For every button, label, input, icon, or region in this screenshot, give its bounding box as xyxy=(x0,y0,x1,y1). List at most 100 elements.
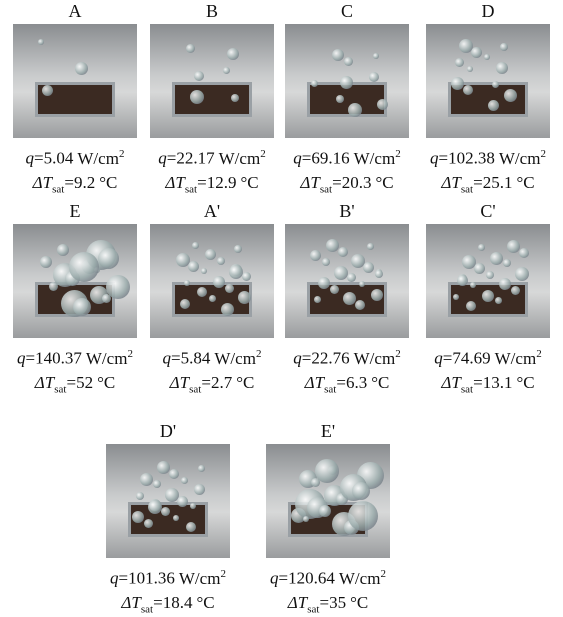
dt-unit: °C xyxy=(350,593,368,612)
bubble xyxy=(455,58,464,67)
bubble xyxy=(229,265,243,279)
bubble xyxy=(315,459,339,483)
caption-dt: ΔTsat=9.2°C xyxy=(5,171,145,201)
q-value: 102.38 xyxy=(448,149,495,168)
dt-sub: sat xyxy=(185,183,197,195)
bubble xyxy=(42,85,53,96)
dt-value: 52 xyxy=(76,373,93,392)
dt-unit: °C xyxy=(196,593,214,612)
bubble xyxy=(503,259,511,267)
q-unit: W/cm xyxy=(495,349,537,368)
q-value: 5.04 xyxy=(44,149,74,168)
q-unit: W/cm xyxy=(499,149,541,168)
dt-value: 6.3 xyxy=(346,373,367,392)
bubble xyxy=(161,507,170,516)
dt-symbol: ΔT xyxy=(441,373,460,392)
bubble xyxy=(347,273,356,282)
panel-label: E xyxy=(5,200,145,222)
equals: = xyxy=(153,593,163,612)
bubble xyxy=(303,516,309,522)
caption-dt: ΔTsat=18.4°C xyxy=(98,591,238,617)
bubble xyxy=(484,54,490,60)
bubble xyxy=(40,256,52,268)
dt-sub: sat xyxy=(141,603,153,615)
bubble xyxy=(225,284,234,293)
dt-sub: sat xyxy=(320,183,332,195)
q-value: 22.17 xyxy=(176,149,214,168)
bubble xyxy=(184,280,190,286)
bubble xyxy=(334,266,348,280)
dt-unit: °C xyxy=(516,373,534,392)
bubble xyxy=(467,66,473,72)
q-unit: W/cm xyxy=(214,349,256,368)
bubble xyxy=(495,297,502,304)
bubble xyxy=(500,43,508,51)
bubble xyxy=(507,240,520,253)
dt-symbol: ΔT xyxy=(165,173,184,192)
bubble xyxy=(221,303,234,316)
bubble xyxy=(373,53,379,59)
bubble xyxy=(106,275,130,299)
bubble xyxy=(73,298,91,316)
q-symbol: q xyxy=(17,349,26,368)
bubble xyxy=(201,268,207,274)
bubble xyxy=(157,461,170,474)
equals: = xyxy=(279,569,289,588)
bubble xyxy=(371,289,383,301)
dt-unit: °C xyxy=(375,173,393,192)
bubble xyxy=(478,244,485,251)
caption-q: q=101.36W/cm2 xyxy=(98,562,238,591)
dt-value: 12.9 xyxy=(207,173,237,192)
q-unit-exp: 2 xyxy=(395,148,401,160)
figure: Aq=5.04W/cm2ΔTsat=9.2°CBq=22.17W/cm2ΔTsa… xyxy=(0,0,563,617)
bubble xyxy=(326,239,339,252)
caption-dt: ΔTsat=52°C xyxy=(5,371,145,401)
q-symbol: q xyxy=(293,149,302,168)
bubble xyxy=(75,62,88,75)
bubble xyxy=(375,270,383,278)
bubble xyxy=(359,281,365,287)
equals: = xyxy=(167,149,177,168)
caption-dt: ΔTsat=25.1°C xyxy=(418,171,558,201)
bubble xyxy=(136,492,144,500)
q-symbol: q xyxy=(430,149,439,168)
panel-label: B xyxy=(142,0,282,22)
q-value: 120.64 xyxy=(288,569,335,588)
bubble xyxy=(336,95,344,103)
bubble xyxy=(499,278,511,290)
bubble xyxy=(227,48,239,60)
bubble xyxy=(352,482,370,500)
bubble xyxy=(340,76,353,89)
bubble xyxy=(180,299,190,309)
equals: = xyxy=(336,373,346,392)
dt-value: 2.7 xyxy=(211,373,232,392)
bubble xyxy=(474,263,485,274)
bubble xyxy=(242,272,251,281)
bubble xyxy=(490,252,503,265)
q-value: 69.16 xyxy=(311,149,349,168)
bubble xyxy=(314,296,321,303)
bubble xyxy=(140,473,153,486)
bubble xyxy=(38,39,44,45)
bubble xyxy=(377,99,388,110)
panel: C'q=74.69W/cm2ΔTsat=13.1°C xyxy=(418,200,558,401)
bubble xyxy=(148,500,162,514)
equals: = xyxy=(473,373,483,392)
bubble xyxy=(511,286,520,295)
panel-label: A xyxy=(5,0,145,22)
equals: = xyxy=(302,149,312,168)
caption-dt: ΔTsat=6.3°C xyxy=(277,371,417,401)
bubble xyxy=(132,511,144,523)
caption-dt: ΔTsat=12.9°C xyxy=(142,171,282,201)
bubble xyxy=(213,276,225,288)
bubble xyxy=(515,267,529,281)
q-unit-exp: 2 xyxy=(260,148,266,160)
bubble xyxy=(188,261,199,272)
dt-unit: °C xyxy=(371,373,389,392)
bubble xyxy=(205,249,216,260)
caption-dt: ΔTsat=20.3°C xyxy=(277,171,417,201)
